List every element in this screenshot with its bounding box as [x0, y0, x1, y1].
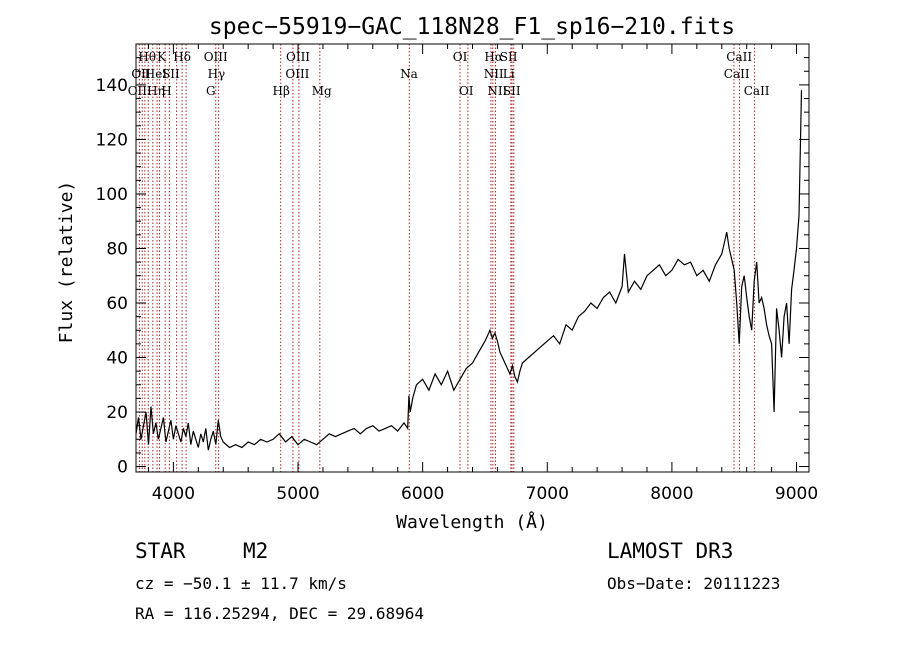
line-label-r1-6: Hα — [484, 50, 503, 64]
line-label-r2-5: Na — [400, 67, 418, 81]
x-axis-label: Wavelength (Å) — [396, 511, 548, 533]
spectral-line-markers — [138, 44, 755, 472]
y-tick-label-120: 120 — [96, 130, 128, 150]
line-label-r1-4: OIII — [286, 50, 310, 64]
line-label-r3-1: Hη — [147, 84, 165, 98]
y-tick-label-0: 0 — [117, 458, 128, 478]
survey-name: LAMOST DR3 — [607, 539, 733, 563]
line-label-r2-1: HeI — [145, 67, 168, 81]
plot-frame — [135, 43, 810, 473]
line-label-r1-8: CaII — [726, 50, 752, 64]
line-label-r1-0: Hθ — [138, 50, 156, 64]
spectrum-line — [135, 90, 803, 451]
x-tick-label-9000: 9000 — [775, 484, 818, 504]
line-label-r2-8: CaII — [724, 67, 750, 81]
y-tick-label-140: 140 — [96, 76, 128, 96]
line-label-r3-2: H — [161, 84, 171, 98]
axis-ticks: 4000 5000 6000 7000 8000 9000 0 20 40 60 80 100 120 1… — [96, 44, 818, 504]
x-tick-label-4000: 4000 — [152, 484, 195, 504]
line-label-r3-8: SII — [503, 84, 521, 98]
x-tick-label-5000: 5000 — [276, 484, 319, 504]
line-label-r1-7: SII — [500, 50, 518, 64]
line-label-r3-6: OI — [459, 84, 474, 98]
line-label-r3-4: Hβ — [272, 84, 289, 98]
line-label-r3-3: G — [206, 84, 216, 98]
line-label-r1-3: OIII — [204, 50, 228, 64]
y-tick-label-60: 60 — [106, 294, 128, 314]
x-tick-label-6000: 6000 — [401, 484, 444, 504]
line-label-r3-7: NII — [487, 84, 507, 98]
line-label-r1-2: Hδ — [173, 50, 191, 64]
object-subclass: M2 — [243, 539, 268, 563]
y-tick-label-40: 40 — [106, 349, 128, 369]
line-label-r3-9: CaII — [744, 84, 770, 98]
y-axis-label: Flux (relative) — [56, 181, 77, 344]
coordinates: RA = 116.25294, DEC = 29.68964 — [135, 604, 424, 623]
y-tick-label-20: 20 — [106, 403, 128, 423]
observation-date: Obs−Date: 20111223 — [607, 574, 780, 593]
line-label-r3-5: Mg — [312, 84, 332, 98]
line-label-r3-0: OIII — [128, 84, 152, 98]
line-label-r2-2: SII — [162, 67, 180, 81]
redshift-readout: cz = −50.1 ± 11.7 km/s — [135, 574, 347, 593]
line-label-r2-4: OIII — [285, 67, 309, 81]
line-label-r1-5: OI — [453, 50, 468, 64]
line-label-r2-6: NII — [484, 67, 504, 81]
object-type: STAR — [135, 539, 186, 563]
line-label-r2-7: Li — [503, 67, 515, 81]
chart-title: spec−55919−GAC_118N28_F1_sp16−210.fits — [209, 14, 735, 40]
x-tick-label-8000: 8000 — [650, 484, 693, 504]
x-tick-label-7000: 7000 — [526, 484, 569, 504]
line-label-r1-1: K — [157, 50, 167, 64]
y-tick-label-80: 80 — [106, 239, 128, 259]
line-label-r2-3: Hγ — [208, 67, 226, 81]
y-tick-label-100: 100 — [96, 185, 128, 205]
